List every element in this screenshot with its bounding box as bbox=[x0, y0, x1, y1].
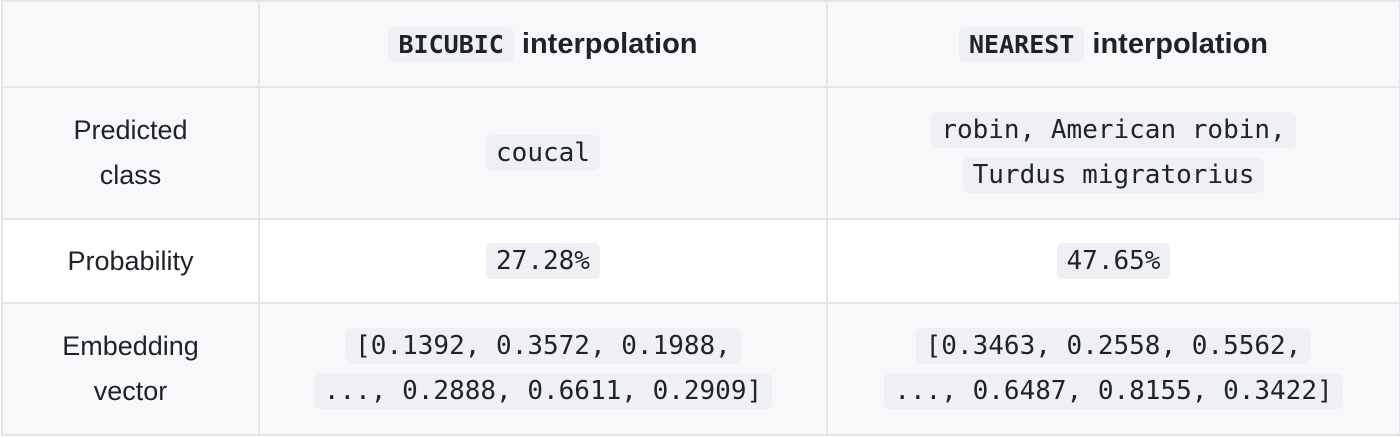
predicted-class-label: Predicted class bbox=[1, 86, 260, 220]
probability-bicubic-value: 27.28% bbox=[486, 242, 600, 279]
header-row: BICUBIC interpolation NEAREST interpolat… bbox=[1, 0, 1400, 88]
embedding-vector-nearest-line-1: [0.3463, 0.2558, 0.5562, bbox=[915, 328, 1312, 364]
embedding-vector-label-line-1: Embedding bbox=[62, 331, 199, 361]
probability-bicubic: 27.28% bbox=[258, 218, 828, 304]
predicted-class-nearest: robin, American robin, Turdus migratoriu… bbox=[826, 86, 1400, 220]
bicubic-header-suffix: interpolation bbox=[513, 27, 698, 60]
probability-nearest-value: 47.65% bbox=[1056, 242, 1171, 279]
header-empty-cell bbox=[1, 0, 260, 88]
embedding-vector-nearest: [0.3463, 0.2558, 0.5562, ..., 0.6487, 0.… bbox=[826, 302, 1400, 436]
probability-row: Probability 27.28% 47.65% bbox=[1, 218, 1400, 304]
probability-label-line-1: Probability bbox=[67, 245, 194, 276]
embedding-vector-nearest-line-2: ..., 0.6487, 0.8155, 0.3422] bbox=[884, 373, 1343, 409]
header-bicubic: BICUBIC interpolation bbox=[258, 0, 828, 88]
predicted-class-row: Predicted class coucal robin, American r… bbox=[1, 86, 1400, 220]
embedding-vector-bicubic-line-2: ..., 0.2888, 0.6611, 0.2909] bbox=[313, 373, 773, 409]
predicted-class-label-line-2: class bbox=[99, 160, 162, 190]
embedding-vector-row: Embedding vector [0.1392, 0.3572, 0.1988… bbox=[1, 302, 1400, 436]
nearest-code: NEAREST bbox=[958, 26, 1085, 62]
probability-nearest: 47.65% bbox=[826, 218, 1400, 304]
embedding-vector-bicubic-line-1: [0.1392, 0.3572, 0.1988, bbox=[345, 328, 741, 364]
predicted-class-bicubic: coucal bbox=[258, 86, 828, 220]
embedding-vector-label-line-2: vector bbox=[93, 376, 168, 406]
predicted-class-bicubic-value: coucal bbox=[486, 134, 600, 171]
predicted-class-nearest-value-line-2: Turdus migratorius bbox=[962, 157, 1265, 193]
predicted-class-nearest-value-line-1: robin, American robin, bbox=[931, 112, 1296, 148]
embedding-vector-bicubic: [0.1392, 0.3572, 0.1988, ..., 0.2888, 0.… bbox=[258, 302, 828, 436]
predicted-class-label-line-1: Predicted bbox=[73, 115, 188, 145]
embedding-vector-label: Embedding vector bbox=[1, 302, 260, 436]
nearest-header-suffix: interpolation bbox=[1084, 27, 1269, 60]
bicubic-code: BICUBIC bbox=[388, 26, 514, 62]
probability-label: Probability bbox=[1, 218, 260, 304]
header-nearest: NEAREST interpolation bbox=[826, 0, 1400, 88]
